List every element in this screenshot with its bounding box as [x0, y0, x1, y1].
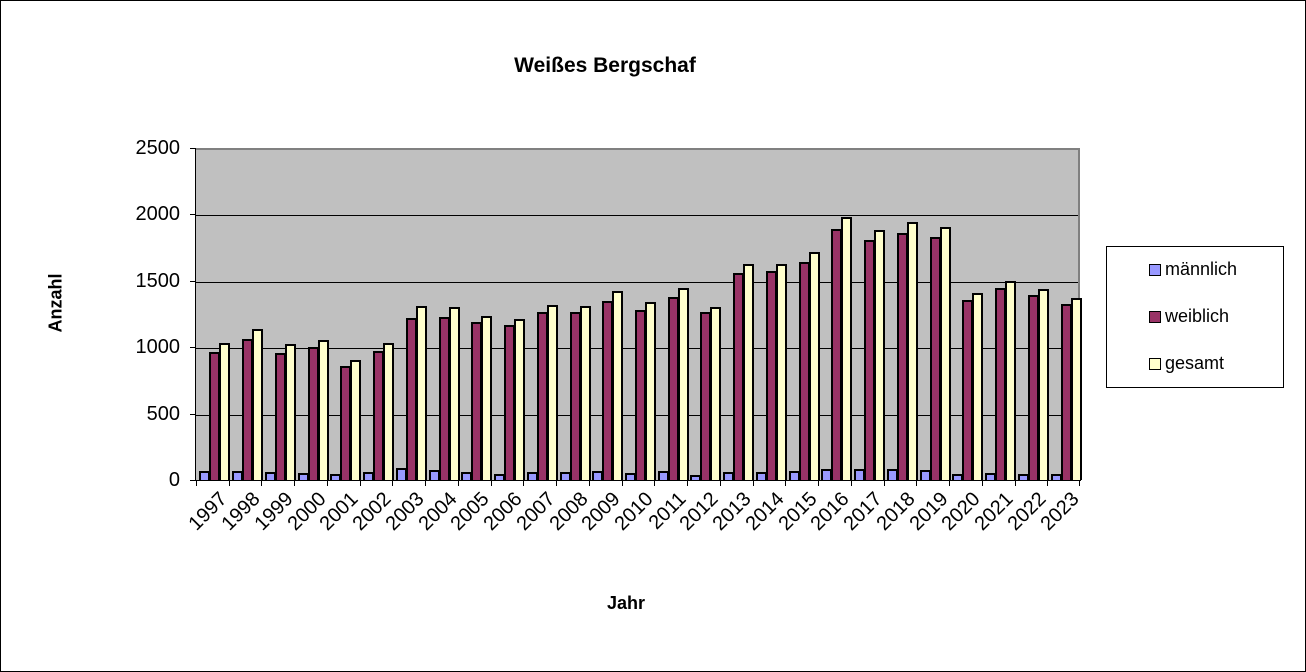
x-tick	[818, 480, 820, 486]
x-tick	[916, 480, 918, 486]
x-tick	[457, 480, 459, 486]
plot-area	[196, 148, 1082, 480]
x-tick	[523, 480, 525, 486]
x-tick	[490, 480, 492, 486]
x-tick	[687, 480, 689, 486]
x-tick	[425, 480, 427, 486]
x-tick	[556, 480, 558, 486]
bar-gesamt-1997	[219, 342, 231, 480]
x-tick	[326, 480, 328, 486]
x-tick	[196, 480, 197, 486]
x-tick	[228, 480, 230, 486]
y-tick-label: 500	[146, 402, 180, 425]
bar-gesamt-2002	[383, 342, 395, 480]
legend-item-weiblich: weiblich	[1149, 306, 1229, 327]
bar-gesamt-1998	[252, 328, 264, 480]
y-tick	[190, 214, 196, 216]
legend-item-gesamt: gesamt	[1149, 353, 1224, 374]
chart-title: Weißes Bergschaf	[514, 54, 696, 77]
legend-label: gesamt	[1165, 353, 1225, 373]
bar-gesamt-2000	[317, 339, 329, 480]
bar-gesamt-2008	[579, 305, 591, 480]
bar-gesamt-2018	[906, 222, 918, 480]
bar-gesamt-2011	[677, 287, 689, 480]
x-tick	[785, 480, 787, 486]
bar-gesamt-2012	[710, 306, 722, 480]
bar-gesamt-2013	[743, 263, 755, 480]
y-tick-label: 0	[168, 469, 180, 491]
x-tick	[654, 480, 656, 486]
x-tick	[883, 480, 885, 486]
legend-label: weiblich	[1165, 306, 1230, 326]
y-tick	[190, 413, 196, 415]
gridline	[196, 215, 1078, 217]
gridline	[196, 281, 1078, 283]
x-tick	[359, 480, 361, 486]
y-tick-label: 1500	[135, 269, 181, 292]
x-tick	[1079, 480, 1080, 486]
x-tick	[850, 480, 852, 486]
bar-gesamt-2020	[972, 292, 984, 480]
x-tick	[719, 480, 721, 486]
x-tick	[621, 480, 623, 486]
y-tick	[190, 148, 196, 149]
bar-gesamt-2017	[874, 230, 886, 480]
bar-gesamt-2004	[448, 306, 460, 480]
x-tick	[392, 480, 394, 486]
x-tick	[981, 480, 983, 486]
x-axis	[190, 480, 1081, 481]
x-tick	[588, 480, 590, 486]
bar-gesamt-2015	[808, 252, 820, 480]
bar-gesamt-2022	[1037, 289, 1049, 480]
y-tick-label: 1000	[135, 336, 181, 359]
bar-gesamt-1999	[284, 343, 296, 480]
y-axis-label: Anzahl	[45, 273, 66, 333]
bar-gesamt-2007	[546, 304, 558, 480]
y-tick-label: 2000	[135, 203, 181, 226]
bar-gesamt-2001	[350, 359, 362, 480]
x-tick	[1014, 480, 1016, 486]
bar-gesamt-2023	[1070, 297, 1082, 480]
y-tick	[190, 480, 196, 481]
x-tick	[294, 480, 296, 486]
bar-gesamt-2014	[775, 263, 787, 480]
bar-gesamt-2006	[514, 318, 526, 480]
bar-gesamt-2009	[612, 291, 624, 480]
x-tick	[261, 480, 263, 486]
bar-gesamt-2003	[415, 305, 427, 480]
x-tick	[949, 480, 951, 486]
bar-gesamt-2010	[645, 302, 656, 480]
y-tick	[190, 280, 196, 282]
bar-gesamt-2019	[939, 227, 951, 480]
legend-label: männlich	[1165, 259, 1238, 279]
bar-gesamt-2016	[841, 217, 853, 480]
x-tick	[1047, 480, 1049, 486]
y-axis	[195, 148, 196, 481]
legend-swatch-gesamt-icon	[1149, 357, 1161, 370]
legend: männlich weiblich gesamt	[1106, 246, 1284, 388]
y-tick	[190, 347, 196, 349]
legend-item-maennlich: männlich	[1149, 259, 1237, 280]
x-tick	[752, 480, 754, 486]
y-tick-label: 2500	[135, 137, 181, 159]
legend-swatch-weiblich-icon	[1149, 310, 1161, 323]
bar-gesamt-2005	[481, 315, 493, 480]
legend-swatch-maennlich-icon	[1149, 263, 1161, 276]
x-axis-label: Jahr	[606, 593, 646, 613]
bar-gesamt-2021	[1005, 280, 1017, 480]
